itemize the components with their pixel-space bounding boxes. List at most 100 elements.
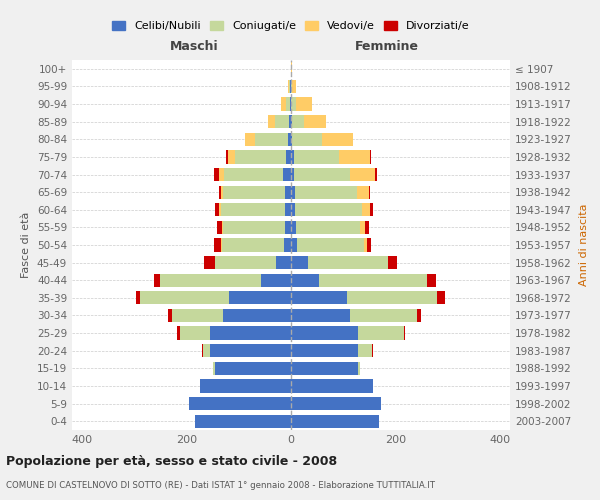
Bar [291,62,292,76]
Bar [291,132,292,146]
Bar [289,80,290,93]
Bar [154,274,160,287]
Bar [224,168,283,181]
Bar [283,168,291,181]
Bar [221,238,222,252]
Bar [319,274,427,287]
Bar [292,115,304,128]
Bar [358,362,361,375]
Bar [291,256,308,269]
Bar [286,98,290,110]
Bar [365,221,368,234]
Bar [285,221,291,234]
Bar [217,221,221,234]
Bar [218,168,224,181]
Bar [277,256,291,269]
Bar [286,150,291,164]
Bar [370,203,373,216]
Bar [368,186,370,198]
Bar [291,344,358,358]
Bar [229,150,235,164]
Bar [297,238,364,252]
Bar [254,132,289,146]
Bar [291,326,358,340]
Bar [295,203,362,216]
Bar [291,309,350,322]
Bar [203,344,210,358]
Bar [261,274,291,287]
Bar [136,291,140,304]
Bar [361,221,365,234]
Bar [416,309,421,322]
Bar [180,326,210,340]
Text: Maschi: Maschi [170,40,219,52]
Bar [404,326,405,340]
Bar [222,238,284,252]
Bar [293,150,340,164]
Bar [350,168,375,181]
Bar [291,186,295,198]
Bar [291,291,347,304]
Bar [358,344,373,358]
Bar [285,203,291,216]
Bar [367,238,371,252]
Bar [291,221,296,234]
Bar [291,397,381,410]
Bar [289,132,291,146]
Bar [245,132,254,146]
Bar [291,362,358,375]
Bar [296,221,361,234]
Bar [172,309,223,322]
Bar [221,221,223,234]
Bar [221,186,223,198]
Bar [437,291,445,304]
Bar [364,238,367,252]
Bar [285,186,291,198]
Bar [322,132,353,146]
Bar [308,256,388,269]
Bar [215,203,218,216]
Bar [356,186,368,198]
Bar [218,203,221,216]
Bar [202,344,203,358]
Bar [291,238,297,252]
Bar [215,256,277,269]
Bar [190,397,291,410]
Bar [375,168,377,181]
Bar [388,256,397,269]
Bar [223,309,291,322]
Bar [235,150,286,164]
Text: Popolazione per età, sesso e stato civile - 2008: Popolazione per età, sesso e stato civil… [6,455,337,468]
Bar [210,326,291,340]
Bar [291,274,319,287]
Bar [296,98,312,110]
Bar [289,115,291,128]
Text: COMUNE DI CASTELNOVO DI SOTTO (RE) - Dati ISTAT 1° gennaio 2008 - Elaborazione T: COMUNE DI CASTELNOVO DI SOTTO (RE) - Dat… [6,480,435,490]
Bar [291,203,295,216]
Bar [214,362,215,375]
Bar [178,326,180,340]
Y-axis label: Fasce di età: Fasce di età [22,212,31,278]
Bar [194,414,291,428]
Bar [214,168,218,181]
Bar [140,291,229,304]
Bar [218,186,221,198]
Bar [168,309,172,322]
Bar [200,380,291,392]
Bar [284,238,291,252]
Bar [290,98,291,110]
Y-axis label: Anni di nascita: Anni di nascita [578,204,589,286]
Bar [347,291,437,304]
Bar [275,115,289,128]
Bar [223,221,285,234]
Legend: Celibi/Nubili, Coniugati/e, Vedovi/e, Divorziati/e: Celibi/Nubili, Coniugati/e, Vedovi/e, Di… [109,18,473,34]
Bar [268,115,275,128]
Bar [223,186,285,198]
Bar [291,150,293,164]
Bar [215,362,291,375]
Bar [214,238,221,252]
Bar [291,98,296,110]
Bar [292,132,322,146]
Bar [229,291,291,304]
Bar [291,414,379,428]
